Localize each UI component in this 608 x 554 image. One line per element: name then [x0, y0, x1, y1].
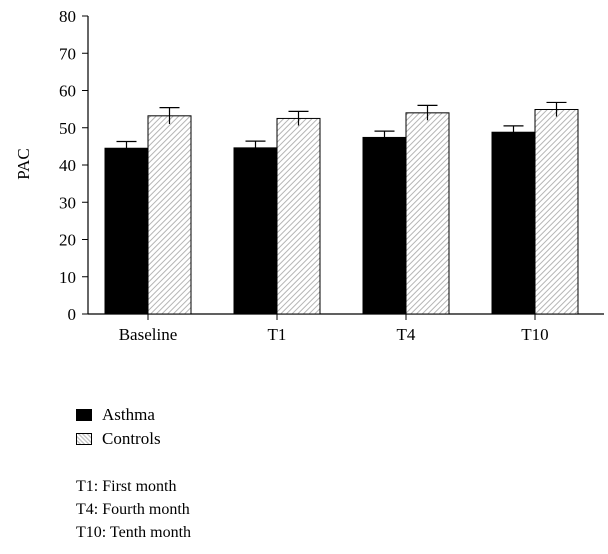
bar-asthma-baseline — [104, 147, 149, 315]
bars — [104, 108, 579, 315]
timepoint-notes: T1: First month T4: Fourth month T10: Te… — [76, 475, 191, 544]
note-t4: T4: Fourth month — [76, 501, 190, 518]
bar-controls-t10 — [534, 108, 579, 315]
legend-label-controls: Controls — [102, 429, 161, 448]
y-axis-label: PAC — [14, 148, 33, 180]
x-tick-label: T4 — [397, 325, 416, 344]
note-t10: T10: Tenth month — [76, 524, 192, 541]
y-tick-label: 0 — [68, 305, 77, 324]
y-tick-label: 30 — [59, 193, 76, 212]
bar-controls-baseline — [147, 115, 192, 315]
bar-asthma-t4 — [362, 136, 407, 315]
y-tick-label: 40 — [59, 156, 76, 175]
bar-chart: 0 10 20 30 40 50 60 70 80 Baseline T1 T4 T10 PAC — [14, 7, 604, 344]
y-tick-label: 20 — [59, 231, 76, 250]
bar-asthma-t1 — [233, 147, 278, 315]
legend-item-controls: Controls — [76, 427, 161, 451]
note-t1: T1: First month — [76, 478, 177, 495]
y-tick-label: 70 — [59, 44, 76, 63]
x-tick-label: Baseline — [119, 325, 178, 344]
bar-controls-t1 — [276, 117, 321, 315]
axes: 0 10 20 30 40 50 60 70 80 Baseline T1 T4 T10 — [59, 7, 604, 344]
bar-asthma-t10 — [491, 131, 536, 315]
x-tick-label: T1 — [268, 325, 287, 344]
x-tick-label: T10 — [521, 325, 548, 344]
y-tick-label: 80 — [59, 7, 76, 26]
bar-controls-t4 — [405, 112, 450, 315]
legend-label-asthma: Asthma — [102, 405, 155, 424]
error-bars — [116, 101, 567, 155]
y-tick-label: 10 — [59, 268, 76, 287]
legend-swatch-asthma — [76, 409, 92, 421]
legend-swatch-controls — [76, 433, 92, 445]
y-tick-label: 60 — [59, 82, 76, 101]
legend-item-asthma: Asthma — [76, 403, 161, 427]
legend: Asthma Controls — [76, 403, 161, 451]
y-tick-label: 50 — [59, 119, 76, 138]
